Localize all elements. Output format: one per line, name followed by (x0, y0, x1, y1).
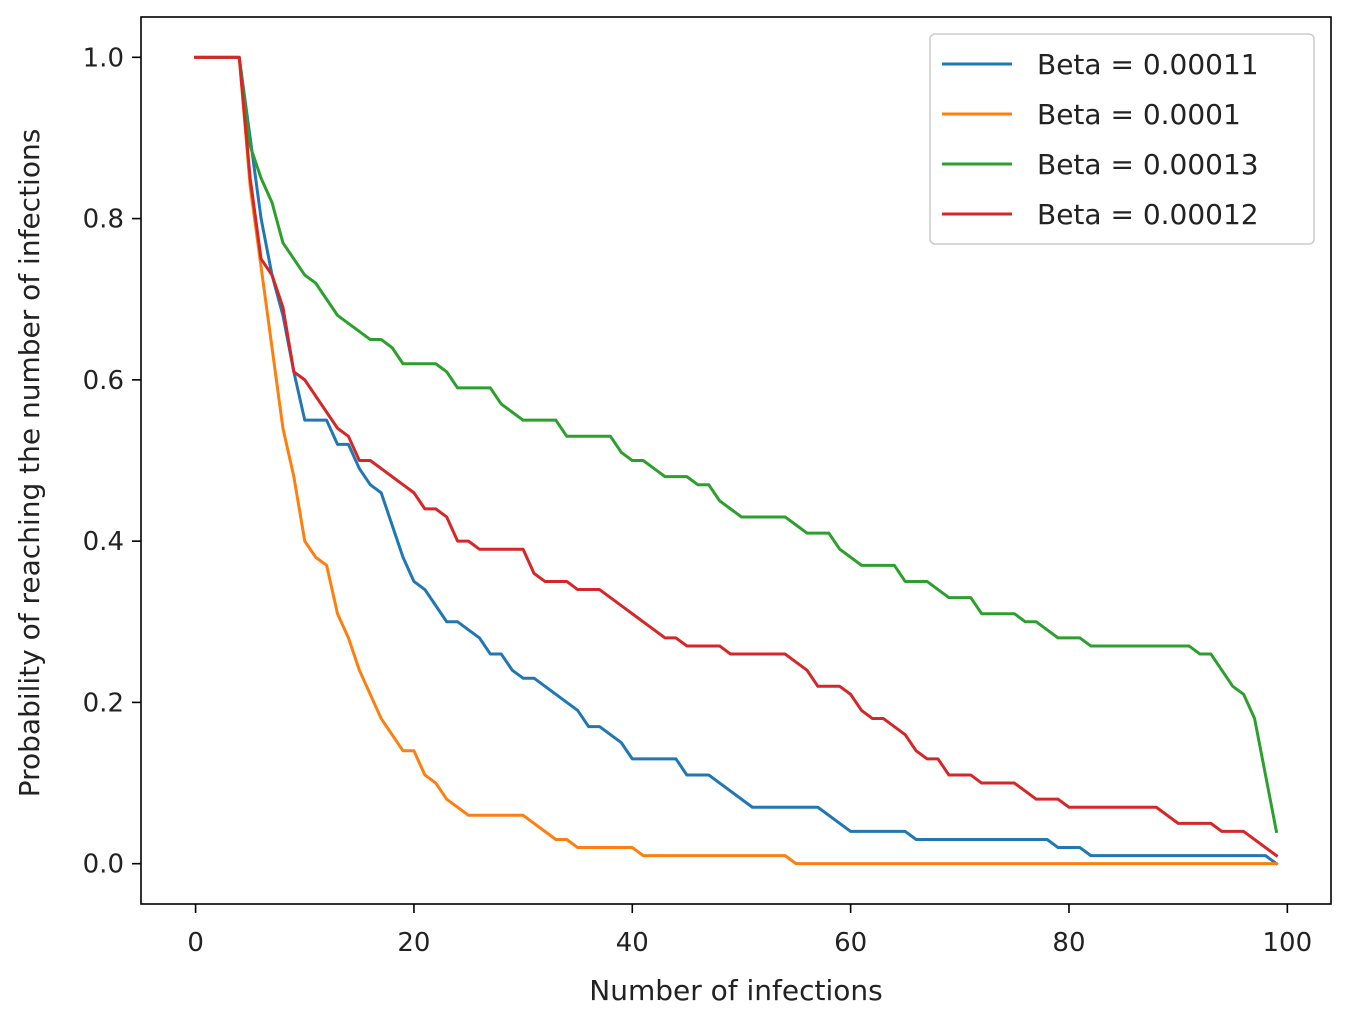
x-axis: 0 20 40 60 80 100 (187, 904, 1312, 958)
series-line-3 (194, 55, 1279, 858)
x-tick-label: 80 (1052, 928, 1085, 958)
legend-label-3: Beta = 0.00012 (1037, 198, 1259, 231)
legend-box (929, 33, 1315, 245)
x-tick-label: 60 (834, 928, 867, 958)
legend-items: Beta = 0.00011 Beta = 0.0001 Beta = 0.0001… (942, 48, 1259, 231)
y-tick-label: 0.0 (83, 850, 124, 880)
series-line-2 (194, 55, 1279, 834)
x-tick-label: 0 (187, 928, 204, 958)
series-line-0 (194, 55, 1279, 866)
x-tick-label: 40 (616, 928, 649, 958)
y-axis: 0.0 0.2 0.4 0.6 0.8 1.0 (83, 43, 141, 880)
legend-label-1: Beta = 0.0001 (1037, 98, 1241, 131)
y-tick-label: 0.8 (83, 205, 124, 235)
x-tick-label: 100 (1263, 928, 1313, 958)
x-tick-label: 20 (397, 928, 430, 958)
plot-frame (140, 16, 1332, 905)
y-tick-label: 1.0 (83, 43, 124, 73)
legend-label-0: Beta = 0.00011 (1037, 48, 1259, 81)
y-tick-label: 0.6 (83, 366, 124, 396)
x-axis-label: Number of infections (589, 974, 883, 1007)
y-axis-label: Probability of reaching the number of in… (13, 129, 46, 798)
y-tick-label: 0.2 (83, 688, 124, 718)
legend-label-2: Beta = 0.00013 (1037, 148, 1259, 181)
series-layer (194, 55, 1279, 866)
series-line-1 (194, 55, 1278, 866)
legend: Beta = 0.00011 Beta = 0.0001 Beta = 0.0001… (929, 33, 1315, 245)
y-tick-label: 0.4 (83, 527, 124, 557)
